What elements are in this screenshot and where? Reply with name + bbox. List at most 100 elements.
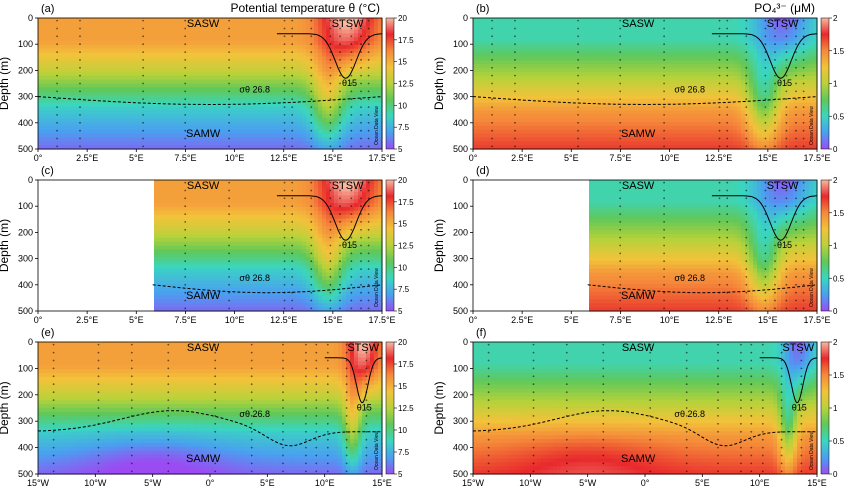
heat-cell [310,134,315,138]
heat-cell [162,95,167,99]
heat-cell [202,87,207,91]
heat-cell [190,64,195,68]
heat-cell [186,64,191,68]
heat-cell [126,49,131,53]
heat-cell [102,22,107,26]
heat-cell [86,95,91,99]
heat-cell [553,72,558,76]
heat-cell [242,41,247,45]
heat-cell [585,53,590,57]
heat-cell [370,60,375,64]
heat-cell [134,72,139,76]
heat-cell [302,18,307,22]
station-dot [142,138,144,140]
heat-cell [350,53,355,57]
heat-cell [318,57,323,61]
heat-cell [62,76,67,80]
heat-cell [585,33,590,37]
heat-cell [525,110,530,114]
heat-cell [242,99,247,103]
heat-cell [258,118,263,122]
heat-cell [370,18,375,22]
heat-cell [322,87,327,91]
heat-cell [493,64,498,68]
heat-cell [166,126,171,130]
heat-cell [314,84,319,88]
heat-cell [202,107,207,111]
heat-cell [521,64,526,68]
heat-cell [613,37,618,41]
heat-cell [150,137,155,141]
heat-cell [306,114,311,118]
heat-cell [306,22,311,26]
heat-cell [166,99,171,103]
heat-cell [294,114,299,118]
heat-cell [138,95,143,99]
heat-cell [545,137,550,141]
heat-cell [210,30,215,34]
heat-cell [485,33,490,37]
heat-cell [90,134,95,138]
heat-cell [146,95,151,99]
heat-cell [298,87,303,91]
heat-cell [242,95,247,99]
heat-cell [529,68,534,72]
heat-cell [673,95,678,99]
heat-cell [178,107,183,111]
heat-cell [481,107,486,111]
heat-cell [669,53,674,57]
heat-cell [70,126,75,130]
heat-cell [162,91,167,95]
heat-cell [82,118,87,122]
heat-cell [294,95,299,99]
heat-cell [266,57,271,61]
heat-cell [529,37,534,41]
heat-cell [206,45,211,49]
heat-cell [98,107,103,111]
heat-cell [521,107,526,111]
heat-cell [266,80,271,84]
heat-cell [314,130,319,134]
heat-cell [525,80,530,84]
heat-cell [529,30,534,34]
heat-cell [681,60,686,64]
heat-cell [214,76,219,80]
heat-cell [134,49,139,53]
heat-cell [573,30,578,34]
heat-cell [90,110,95,114]
heat-cell [126,30,131,34]
contour-label: θ15 [342,78,357,88]
heat-cell [314,26,319,30]
heat-cell [162,130,167,134]
heat-cell [266,107,271,111]
heat-cell [158,91,163,95]
heat-cell [94,30,99,34]
heat-cell [146,41,151,45]
heat-cell [70,118,75,122]
heat-cell [234,18,239,22]
heat-cell [90,60,95,64]
heat-cell [517,30,522,34]
heat-cell [354,122,359,126]
heat-cell [657,95,662,99]
heat-cell [354,37,359,41]
heat-cell [130,118,135,122]
heat-cell [182,68,187,72]
heat-cell [46,84,51,88]
heat-cell [318,137,323,141]
heat-cell [250,30,255,34]
heat-cell [174,91,179,95]
heat-cell [114,37,119,41]
heat-cell [194,122,199,126]
heat-cell [613,41,618,45]
heat-cell [302,80,307,84]
heat-cell [473,33,478,37]
heat-cell [278,64,283,68]
heat-cell [198,41,203,45]
heat-cell [521,60,526,64]
heat-cell [334,87,339,91]
heat-cell [118,130,123,134]
heat-cell [62,80,67,84]
heat-cell [118,118,123,122]
heat-cell [186,95,191,99]
